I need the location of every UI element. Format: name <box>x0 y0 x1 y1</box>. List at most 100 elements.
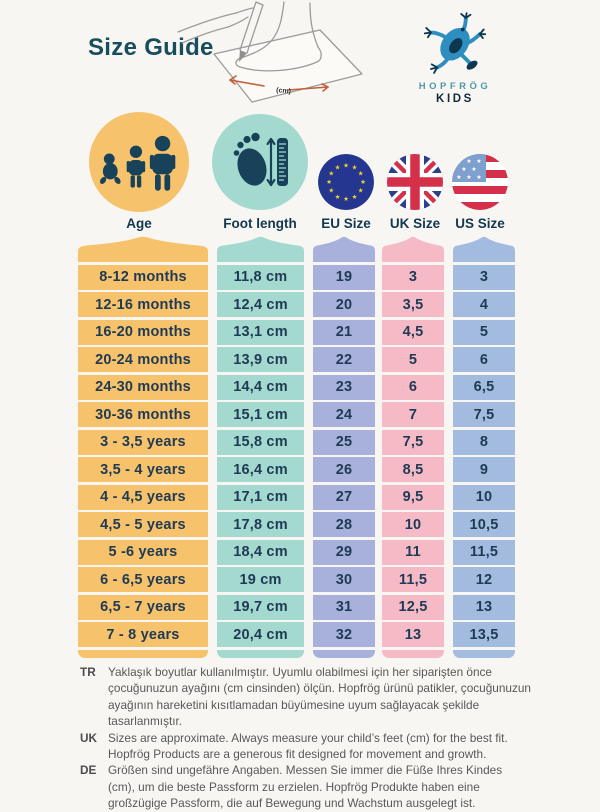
svg-text:★: ★ <box>461 166 466 173</box>
size-cell-age: 8-12 months <box>78 264 208 290</box>
foot-outline <box>235 39 322 72</box>
size-cell-foot: 17,1 cm <box>217 484 304 510</box>
size-cell-uk: 7 <box>382 402 444 427</box>
size-cell-eu: 25 <box>313 429 375 455</box>
pencil-icon <box>239 1 264 54</box>
size-cell-age: 24-30 months <box>78 374 208 400</box>
svg-text:★: ★ <box>358 187 364 195</box>
size-cell-uk: 10 <box>382 512 444 537</box>
us-flag-icon: ★ ★ ★ ★ ★ ★ ★ ★ <box>452 154 508 210</box>
size-cell-age: 16-20 months <box>78 319 208 345</box>
size-cell-uk: 11,5 <box>382 567 444 592</box>
column-footer-strip <box>382 649 444 658</box>
svg-text:★: ★ <box>335 164 341 172</box>
foot-measuring-illustration: (cm) <box>177 1 363 103</box>
size-column-foot: 11,8 cm 12,4 cm 13,1 cm 13,9 cm 14,4 cm 15,1 … <box>217 236 304 658</box>
brand-subname: KIDS <box>436 93 474 105</box>
age-circle <box>89 112 189 212</box>
size-cell-foot: 15,1 cm <box>217 402 304 427</box>
size-cell-eu: 19 <box>313 264 375 290</box>
size-cell-eu: 30 <box>313 567 375 592</box>
column-label-uk: UK Size <box>389 216 441 231</box>
footprint-ruler-icon <box>233 132 288 187</box>
size-cell-foot: 19,7 cm <box>217 594 304 620</box>
size-cell-age: 6 - 6,5 years <box>78 567 208 592</box>
column-label-eu: EU Size <box>321 216 371 231</box>
size-cell-us: 9 <box>453 457 515 482</box>
svg-text:★: ★ <box>352 164 358 172</box>
footnote-text: Sizes are approximate. Always measure yo… <box>108 730 508 762</box>
size-cell-foot: 16,4 cm <box>217 457 304 482</box>
uk-flag-icon <box>387 154 443 210</box>
size-cell-foot: 20,4 cm <box>217 622 304 647</box>
footnote-lang-label: DE <box>80 763 97 778</box>
size-cell-us: 8 <box>453 429 515 455</box>
column-cap-arrow <box>453 236 515 262</box>
size-cell-uk: 11 <box>382 539 444 565</box>
size-cell-eu: 31 <box>313 594 375 620</box>
size-cell-us: 6 <box>453 347 515 372</box>
size-cell-us: 13 <box>453 594 515 620</box>
footnote-de: DE Größen sind ungefähre Angaben. Messen… <box>80 762 532 811</box>
svg-text:★: ★ <box>456 158 461 165</box>
svg-text:★: ★ <box>358 170 364 178</box>
column-label-age: Age <box>126 216 152 231</box>
svg-text:★: ★ <box>343 161 349 169</box>
size-cell-us: 4 <box>453 292 515 317</box>
size-cell-foot: 17,8 cm <box>217 512 304 537</box>
footnote-text: Yaklaşık boyutlar kullanılmıştır. Uyumlu… <box>108 665 531 729</box>
size-cell-uk: 12,5 <box>382 594 444 620</box>
size-cell-us: 6,5 <box>453 374 515 400</box>
size-cell-age: 3 - 3,5 years <box>78 429 208 455</box>
size-cell-eu: 27 <box>313 484 375 510</box>
family-icon <box>99 135 176 191</box>
column-footer-strip <box>453 649 515 658</box>
column-cap-arrow <box>313 236 375 262</box>
us-flag-circle: ★ ★ ★ ★ ★ ★ ★ ★ <box>452 154 508 210</box>
footnote-uk: UK Sizes are approximate. Always measure… <box>80 730 532 763</box>
cm-label: (cm) <box>276 87 291 96</box>
size-cell-us: 5 <box>453 319 515 345</box>
size-cell-uk: 3,5 <box>382 292 444 317</box>
footnotes: TR Yaklaşık boyutlar kullanılmıştır. Uyu… <box>80 664 532 812</box>
svg-text:★: ★ <box>335 193 341 201</box>
size-cell-eu: 22 <box>313 347 375 372</box>
size-cell-us: 12 <box>453 567 515 592</box>
column-footer-strip <box>313 649 375 658</box>
svg-text:★: ★ <box>466 158 471 165</box>
svg-text:★: ★ <box>352 193 358 201</box>
svg-text:★: ★ <box>326 178 332 186</box>
size-cell-us: 13,5 <box>453 622 515 647</box>
column-cap-arrow <box>382 236 444 262</box>
size-cell-foot: 11,8 cm <box>217 264 304 290</box>
size-cell-foot: 12,4 cm <box>217 292 304 317</box>
size-cell-us: 7,5 <box>453 402 515 427</box>
svg-text:★: ★ <box>343 195 349 203</box>
uk-flag-circle <box>387 154 443 210</box>
size-cell-age: 6,5 - 7 years <box>78 594 208 620</box>
size-cell-eu: 32 <box>313 622 375 647</box>
footnote-tr: TR Yaklaşık boyutlar kullanılmıştır. Uyu… <box>80 664 532 730</box>
size-cell-age: 20-24 months <box>78 347 208 372</box>
size-cell-uk: 5 <box>382 347 444 372</box>
size-column-age: 8-12 months 12-16 months 16-20 months 20-24… <box>78 236 208 658</box>
size-cell-age: 12-16 months <box>78 292 208 317</box>
footnote-lang-label: TR <box>80 665 96 679</box>
svg-text:★: ★ <box>456 174 461 181</box>
svg-text:★: ★ <box>471 166 476 173</box>
size-cell-eu: 23 <box>313 374 375 400</box>
column-cap-arrow <box>78 236 208 262</box>
size-column-us: 3 4 5 6 6,5 7,5 8 9 10 10,5 11,5 12 13 13,5 <box>453 236 515 658</box>
svg-text:★: ★ <box>476 158 481 165</box>
column-footer-strip <box>217 649 304 658</box>
size-cell-foot: 18,4 cm <box>217 539 304 565</box>
eu-flag-icon: ★ ★★ ★★★ ★★★ ★★★ <box>318 154 374 210</box>
size-cell-foot: 13,9 cm <box>217 347 304 372</box>
svg-text:★: ★ <box>466 174 471 181</box>
brand-name: HOPFRÖG <box>418 81 492 92</box>
size-cell-eu: 26 <box>313 457 375 482</box>
size-column-uk: 3 3,5 4,5 5 6 7 7,5 8,5 9,5 10 11 11,5 12,5 13 <box>382 236 444 658</box>
size-cell-foot: 14,4 cm <box>217 374 304 400</box>
column-label-foot: Foot length <box>223 216 297 231</box>
foot-length-circle <box>212 114 308 210</box>
